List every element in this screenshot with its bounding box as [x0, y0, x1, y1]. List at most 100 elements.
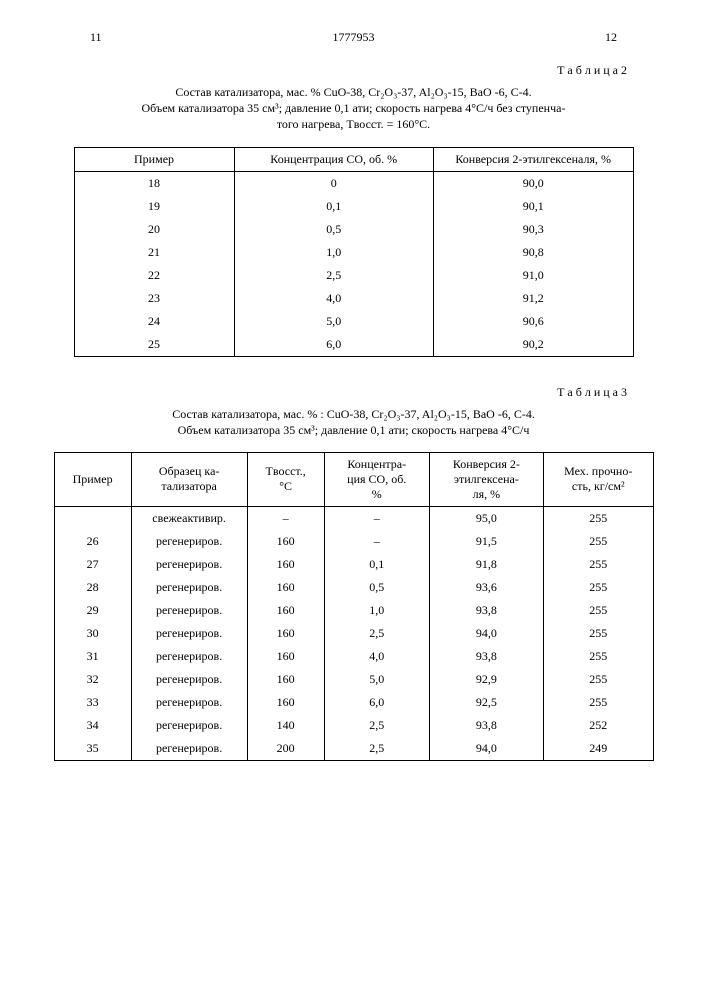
cell: 160: [247, 622, 324, 645]
cell: 18: [74, 171, 234, 195]
cell: 23: [74, 287, 234, 310]
cell: 200: [247, 737, 324, 761]
cell: 1,0: [324, 599, 429, 622]
cell: 93,6: [429, 576, 543, 599]
desc-line: Объем катализатора 35 см³; давление 0,1 …: [178, 423, 530, 437]
cell: регенериров.: [131, 576, 247, 599]
table3-caption: Т а б л и ц а 3: [50, 385, 627, 400]
cell: 160: [247, 668, 324, 691]
cell: 2,5: [324, 622, 429, 645]
table-row: 27регенериров.1600,191,8255: [54, 553, 653, 576]
cell: 90,3: [433, 218, 633, 241]
cell: 21: [74, 241, 234, 264]
cell: –: [247, 506, 324, 530]
cell: 93,8: [429, 714, 543, 737]
desc-line: Состав катализатора, мас. % CuO-38, Cr₂O…: [175, 85, 531, 99]
cell: 92,9: [429, 668, 543, 691]
cell: 6,0: [234, 333, 433, 357]
table-row: 190,190,1: [74, 195, 633, 218]
cell: 5,0: [324, 668, 429, 691]
cell: 91,8: [429, 553, 543, 576]
table3: ПримерОбразец ка-тализатораTвосст.,°СКон…: [54, 452, 654, 761]
cell: регенериров.: [131, 599, 247, 622]
cell: 24: [74, 310, 234, 333]
table-row: 26регенериров.160–91,5255: [54, 530, 653, 553]
cell: 19: [74, 195, 234, 218]
table-row: 28регенериров.1600,593,6255: [54, 576, 653, 599]
cell: 91,0: [433, 264, 633, 287]
cell: 140: [247, 714, 324, 737]
cell: 90,6: [433, 310, 633, 333]
cell: 22: [74, 264, 234, 287]
cell: регенериров.: [131, 691, 247, 714]
page-center: 1777953: [266, 30, 442, 45]
cell: регенериров.: [131, 530, 247, 553]
cell: 34: [54, 714, 131, 737]
cell: 249: [543, 737, 653, 761]
cell: 27: [54, 553, 131, 576]
col-header: Образец ка-тализатора: [131, 452, 247, 506]
cell: 30: [54, 622, 131, 645]
cell: 0,5: [324, 576, 429, 599]
cell: 255: [543, 599, 653, 622]
table2-desc: Состав катализатора, мас. % CuO-38, Cr₂O…: [50, 84, 657, 133]
table-row: 31регенериров.1604,093,8255: [54, 645, 653, 668]
desc-line: того нагрева, Tвосст. = 160°С.: [277, 117, 430, 131]
cell: –: [324, 506, 429, 530]
cell: 25: [74, 333, 234, 357]
cell: 94,0: [429, 737, 543, 761]
cell: 2,5: [234, 264, 433, 287]
cell: 4,0: [324, 645, 429, 668]
cell: 90,0: [433, 171, 633, 195]
table-row: 256,090,2: [74, 333, 633, 357]
table2: ПримерКонцентрация СО, об. %Конверсия 2-…: [74, 147, 634, 357]
cell: 26: [54, 530, 131, 553]
cell: 255: [543, 622, 653, 645]
cell: 160: [247, 691, 324, 714]
cell: свежеактивир.: [131, 506, 247, 530]
table-row: 34регенериров.1402,593,8252: [54, 714, 653, 737]
col-header: Мех. прочно-сть, кг/см²: [543, 452, 653, 506]
col-header: Пример: [54, 452, 131, 506]
table-row: 33регенериров.1606,092,5255: [54, 691, 653, 714]
cell: 90,1: [433, 195, 633, 218]
cell: регенериров.: [131, 553, 247, 576]
cell: 93,8: [429, 599, 543, 622]
table-row: 245,090,6: [74, 310, 633, 333]
cell: 0: [234, 171, 433, 195]
cell: 94,0: [429, 622, 543, 645]
cell: 90,2: [433, 333, 633, 357]
table-row: 222,591,0: [74, 264, 633, 287]
col-header: Концентра-ция СО, об.%: [324, 452, 429, 506]
table-row: 32регенериров.1605,092,9255: [54, 668, 653, 691]
table-row: 29регенериров.1601,093,8255: [54, 599, 653, 622]
cell: 2,5: [324, 737, 429, 761]
cell: 255: [543, 506, 653, 530]
cell: 4,0: [234, 287, 433, 310]
cell: 32: [54, 668, 131, 691]
cell: 160: [247, 530, 324, 553]
cell: 255: [543, 576, 653, 599]
cell: 20: [74, 218, 234, 241]
cell: 160: [247, 576, 324, 599]
cell: 1,0: [234, 241, 433, 264]
col-header: Tвосст.,°С: [247, 452, 324, 506]
desc-line: Состав катализатора, мас. % : CuO-38, Cr…: [172, 407, 535, 421]
col-header: Конверсия 2-этилгексеналя, %: [433, 147, 633, 171]
cell: 252: [543, 714, 653, 737]
cell: 160: [247, 645, 324, 668]
cell: регенериров.: [131, 668, 247, 691]
cell: 160: [247, 553, 324, 576]
cell: 35: [54, 737, 131, 761]
col-header: Конверсия 2-этилгексена-ля, %: [429, 452, 543, 506]
cell: 90,8: [433, 241, 633, 264]
cell: 29: [54, 599, 131, 622]
cell: 95,0: [429, 506, 543, 530]
cell: 2,5: [324, 714, 429, 737]
page-left: 11: [50, 30, 266, 45]
cell: 6,0: [324, 691, 429, 714]
cell: 255: [543, 553, 653, 576]
cell: 255: [543, 668, 653, 691]
table-row: 30регенериров.1602,594,0255: [54, 622, 653, 645]
col-header: Концентрация СО, об. %: [234, 147, 433, 171]
